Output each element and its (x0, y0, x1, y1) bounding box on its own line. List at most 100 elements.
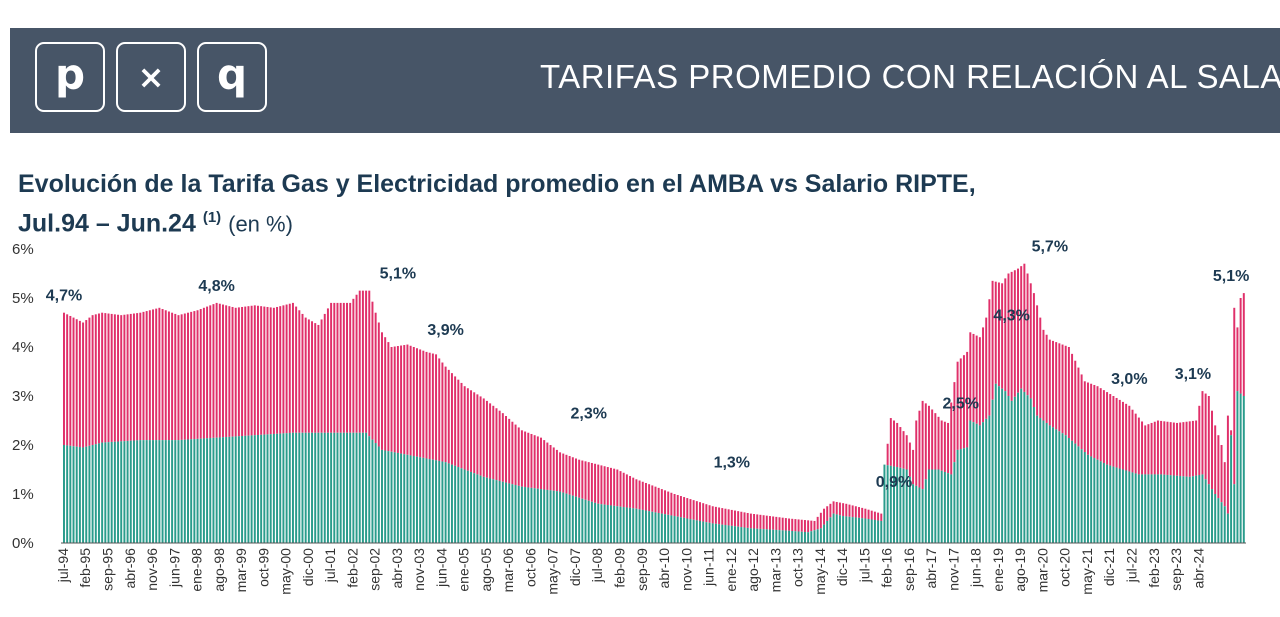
bar-electricity (1153, 421, 1156, 475)
bar-electricity (470, 390, 473, 472)
bar-gas (460, 468, 463, 543)
bar-gas (994, 383, 997, 543)
bar-electricity (457, 379, 460, 468)
bar-electricity (352, 298, 355, 433)
bar-gas (447, 463, 450, 544)
bar-electricity (594, 463, 597, 503)
bar-gas (1080, 449, 1083, 543)
bar-electricity (864, 508, 867, 519)
bar-electricity (810, 520, 813, 532)
bar-gas (730, 525, 733, 543)
bar-gas (282, 433, 285, 543)
bar-gas (250, 435, 253, 543)
bar-electricity (969, 332, 972, 421)
x-tick-label: abr-10 (656, 548, 672, 589)
bar-gas (842, 516, 845, 543)
bar-gas (422, 457, 425, 543)
bar-electricity (692, 500, 695, 520)
bar-electricity (517, 427, 520, 486)
x-tick-label: dic-07 (567, 548, 583, 586)
bar-electricity (431, 353, 434, 460)
bar-electricity (775, 516, 778, 530)
bar-gas (1115, 467, 1118, 543)
bar-gas (721, 524, 724, 544)
bar-gas (72, 446, 75, 544)
bar-electricity (1239, 298, 1242, 394)
bar-gas (819, 528, 822, 543)
bar-electricity (1064, 345, 1067, 436)
bar-gas (590, 501, 593, 543)
bar-gas (667, 514, 670, 544)
bar-gas (212, 437, 215, 543)
bar-electricity (870, 510, 873, 520)
bar-electricity (1001, 283, 1004, 389)
bar-gas (145, 440, 148, 543)
bar-gas (858, 517, 860, 543)
bar-electricity (167, 311, 170, 441)
bar-electricity (174, 313, 177, 441)
bar-electricity (498, 410, 501, 481)
bar-electricity (1214, 425, 1217, 494)
bar-gas (788, 530, 791, 543)
bar-electricity (412, 347, 415, 457)
bar-electricity (447, 369, 450, 464)
logo-p: p (35, 42, 105, 112)
bar-gas (1048, 425, 1051, 543)
value-annotation: 3,9% (427, 322, 463, 339)
bar-electricity (66, 314, 69, 446)
x-tick-label: jun-11 (701, 548, 717, 587)
bar-electricity (250, 305, 253, 436)
bar-electricity (199, 309, 202, 439)
bar-electricity (1230, 430, 1233, 436)
bar-gas (864, 518, 867, 543)
value-annotation: 4,3% (993, 307, 1029, 324)
bar-gas (873, 519, 876, 543)
bar-electricity (994, 281, 997, 384)
bar-electricity (552, 447, 555, 491)
bar-electricity (740, 511, 743, 528)
bar-gas (167, 440, 170, 543)
bar-electricity (727, 509, 730, 526)
bar-gas (918, 487, 921, 543)
bar-gas (1099, 461, 1102, 543)
bar-gas (568, 494, 571, 543)
bar-electricity (91, 315, 94, 445)
bar-electricity (374, 312, 377, 444)
bar-gas (908, 476, 911, 543)
bar-electricity (180, 314, 183, 440)
bar-gas (972, 422, 975, 543)
bar-electricity (342, 302, 345, 433)
bar-electricity (304, 317, 307, 433)
bar-gas (546, 489, 549, 543)
bar-electricity (253, 305, 256, 436)
bar-gas (1195, 475, 1198, 544)
bar-gas (772, 529, 775, 543)
bar-gas (435, 460, 438, 543)
bar-gas (603, 504, 606, 543)
bar-gas (101, 442, 104, 543)
bar-electricity (279, 306, 282, 434)
bar-electricity (256, 305, 259, 435)
bar-gas (396, 452, 399, 543)
bar-gas (231, 436, 234, 543)
bar-electricity (323, 313, 326, 433)
bar-electricity (1023, 263, 1026, 392)
bar-gas (1045, 422, 1048, 543)
bar-electricity (858, 507, 860, 518)
bar-electricity (1144, 425, 1147, 475)
bar-electricity (1137, 417, 1140, 475)
bar-electricity (743, 512, 746, 528)
bar-gas (476, 474, 479, 543)
x-tick-label: sep-95 (100, 548, 116, 591)
bar-gas (683, 517, 686, 543)
bar-electricity (288, 303, 291, 433)
bar-electricity (788, 518, 791, 531)
x-tick-label: feb-23 (1146, 548, 1162, 588)
bar-gas (272, 433, 275, 544)
bar-electricity (244, 306, 247, 436)
bar-gas (533, 488, 536, 543)
bar-gas (692, 519, 695, 544)
bar-gas (253, 435, 256, 543)
bar-electricity (524, 431, 527, 488)
bar-gas (1017, 392, 1019, 543)
